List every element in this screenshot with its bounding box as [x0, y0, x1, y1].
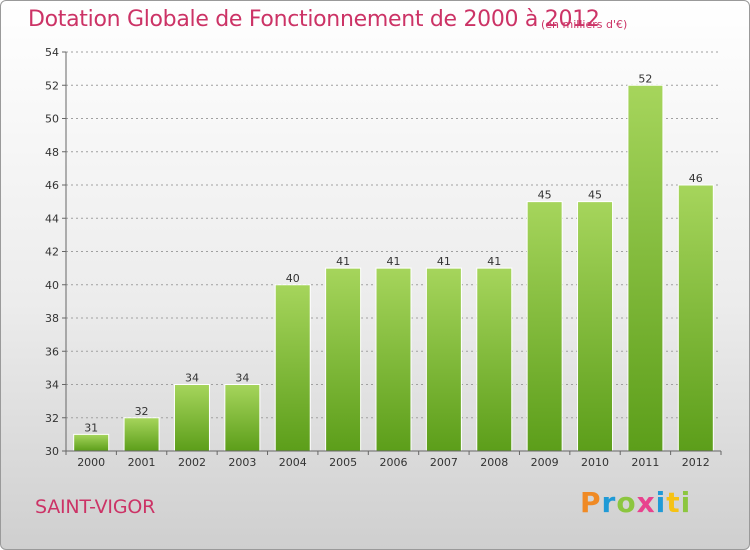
proxiti-logo[interactable]: Proxiti	[580, 486, 692, 519]
y-tick-label-40: 40	[45, 279, 59, 292]
x-tick-label-2010: 2010	[581, 456, 609, 469]
value-label-2002: 34	[185, 372, 199, 385]
x-tick-label-2005: 2005	[329, 456, 357, 469]
x-tick-label-2006: 2006	[380, 456, 408, 469]
bars	[73, 84, 714, 452]
y-tick-label-54: 54	[45, 46, 59, 59]
bar-2010	[577, 201, 614, 452]
commune-name: SAINT-VIGOR	[35, 496, 156, 518]
bar-2004	[274, 284, 311, 452]
y-tick-label-34: 34	[45, 379, 59, 392]
x-tick-label-2004: 2004	[279, 456, 307, 469]
value-label-2006: 41	[387, 255, 401, 268]
value-label-2005: 41	[336, 255, 350, 268]
x-tick-label-2009: 2009	[531, 456, 559, 469]
unit-note: (en milliers d'€)	[541, 18, 628, 31]
chart-title: Dotation Globale de Fonctionnement de 20…	[28, 7, 600, 32]
bar-2012	[677, 184, 714, 452]
bar-2006	[375, 267, 412, 452]
y-tick-label-36: 36	[45, 345, 59, 358]
x-tick-label-2007: 2007	[430, 456, 458, 469]
value-label-2010: 45	[588, 189, 602, 202]
x-tick-label-2000: 2000	[77, 456, 105, 469]
value-label-2009: 45	[538, 189, 552, 202]
bar-2001	[123, 417, 160, 452]
value-label-2003: 34	[235, 372, 249, 385]
value-label-2001: 32	[135, 405, 149, 418]
bar-2005	[325, 267, 362, 452]
x-tick-label-2002: 2002	[178, 456, 206, 469]
x-tick-label-2008: 2008	[480, 456, 508, 469]
x-tick-label-2012: 2012	[682, 456, 710, 469]
y-tick-label-38: 38	[45, 312, 59, 325]
value-label-2007: 41	[437, 255, 451, 268]
bar-2009	[526, 201, 563, 452]
value-label-2008: 41	[487, 255, 501, 268]
y-tick-label-48: 48	[45, 146, 59, 159]
bar-2007	[425, 267, 462, 452]
value-label-2011: 52	[638, 72, 652, 85]
bar-2002	[173, 384, 210, 452]
bar-2000	[73, 433, 110, 452]
y-tick-label-32: 32	[45, 412, 59, 425]
bar-2003	[224, 384, 261, 452]
x-tick-label-2003: 2003	[228, 456, 256, 469]
y-tick-label-42: 42	[45, 246, 59, 259]
y-tick-label-52: 52	[45, 79, 59, 92]
bar-2011	[627, 84, 664, 452]
value-label-2004: 40	[286, 272, 300, 285]
y-tick-label-44: 44	[45, 212, 59, 225]
y-tick-label-50: 50	[45, 113, 59, 126]
x-tick-label-2001: 2001	[128, 456, 156, 469]
value-label-2000: 31	[84, 421, 98, 434]
labels: 30 32 34 36 38 40 42 44 46 48 50 52 54 31 2000 32 2001 34…	[45, 46, 710, 469]
value-label-2012: 46	[689, 172, 703, 185]
x-tick-label-2011: 2011	[631, 456, 659, 469]
bar-2008	[476, 267, 513, 452]
y-tick-label-46: 46	[45, 179, 59, 192]
y-tick-label-30: 30	[45, 445, 59, 458]
axes	[62, 51, 722, 455]
